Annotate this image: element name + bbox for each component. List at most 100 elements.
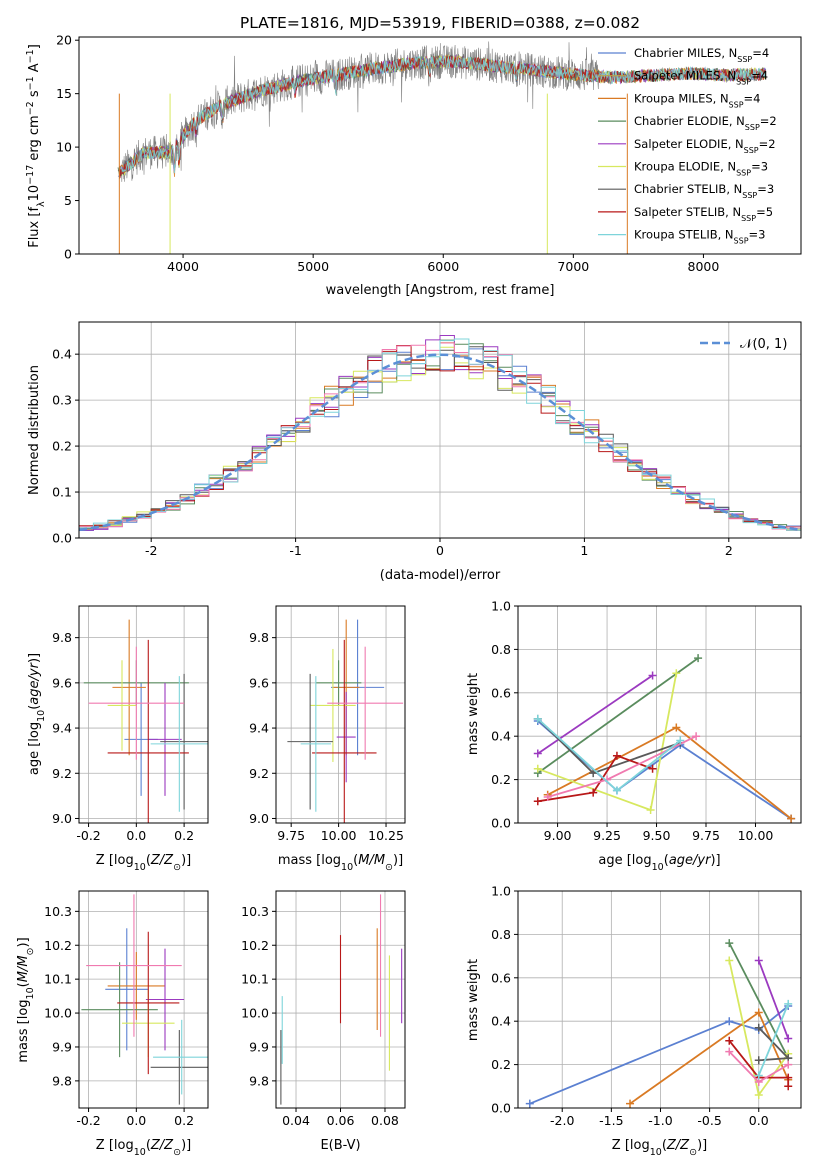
x-tick-label: 9.25: [593, 828, 621, 843]
label-part: λ: [36, 201, 47, 207]
series-marker: [626, 1099, 635, 1108]
series-marker: [533, 797, 542, 806]
label-part: 10: [25, 987, 36, 999]
y-tick-label: 9.9: [52, 1039, 72, 1054]
label-part: )]: [710, 853, 720, 868]
label-part: wavelength [Angstrom, rest frame]: [326, 283, 555, 298]
y-tick-label: 0.2: [491, 1057, 511, 1072]
series-marker: [533, 714, 542, 723]
histogram-3: [79, 335, 801, 531]
series-line-8: [757, 1003, 790, 1076]
x-axis-label: (data-model)/error: [380, 568, 501, 583]
legend-nssp: =4: [744, 91, 761, 105]
axes-frame: [275, 605, 406, 824]
axes-frame: [78, 605, 209, 824]
x-tick-label: 0.0: [126, 828, 146, 843]
y-tick-label: 0.8: [491, 927, 511, 942]
label-part: )]: [393, 853, 403, 868]
axes-mass-age: 9.75 10.00 10.25 9.0 9.2 9.4 9.6 9.8 mass [log10…: [249, 605, 406, 873]
plot-area-z-age: [79, 606, 208, 823]
series-marker: [694, 654, 703, 663]
x-tick-label: 7000: [557, 259, 589, 274]
label-part: erg cm: [27, 115, 42, 164]
model-line-8: [120, 55, 766, 174]
label-part: (: [662, 1138, 667, 1153]
plot-area-age-massweight: [518, 606, 801, 823]
y-tick-label: 0.2: [52, 439, 72, 454]
x-tick-label: 10.00: [738, 828, 774, 843]
x-tick-label: 9.75: [692, 828, 720, 843]
label-part: ⊙: [173, 862, 181, 873]
y-tick-label: 9.9: [249, 1039, 269, 1054]
legend-nssp: =3: [749, 228, 766, 242]
x-tick-label: -0.2: [76, 828, 100, 843]
label-part: (: [146, 1138, 151, 1153]
plot-area-spectrum: [117, 41, 767, 254]
series-marker: [787, 814, 796, 823]
legend-entry-0: Chabrier MILES, NSSP=4: [634, 46, 769, 64]
axes-age-massweight: 9.00 9.25 9.50 9.75 10.00 0.0 0.2 0.4 0.6 0.8 1.0 a…: [466, 599, 802, 873]
series-marker: [672, 669, 681, 678]
y-tick-label: 15: [56, 86, 72, 101]
series-marker: [754, 1008, 763, 1017]
series-marker: [589, 788, 598, 797]
series-marker: [589, 769, 598, 778]
series-marker: [784, 1073, 793, 1082]
x-axis-label: Z [log10(Z/Z⊙)]: [612, 1138, 707, 1158]
label-part: ⊙: [385, 862, 393, 873]
x-tick-label: 5000: [297, 259, 329, 274]
y-tick-label: 0: [64, 247, 72, 262]
x-tick-label: 0.08: [371, 1113, 399, 1128]
label-part: 10: [341, 862, 353, 873]
series-marker: [533, 764, 542, 773]
legend-entry-1: Salpeter MILES, NSSP=4: [634, 69, 768, 87]
y-tick-label: 0.0: [52, 531, 72, 546]
series-marker: [754, 956, 763, 965]
label-part: 10: [134, 862, 146, 873]
x-tick-label: -1.5: [599, 1113, 623, 1128]
series-marker: [784, 1034, 793, 1043]
x-axis-label: age [log10(age/yr)]: [598, 853, 720, 873]
label-part: −1: [25, 76, 36, 90]
series-marker: [754, 1090, 763, 1099]
y-tick-label: 0.1: [52, 485, 72, 500]
y-tick-label: 0.4: [491, 1014, 511, 1029]
axes-z-mass: -0.2 0.0 0.29.89.910.010.110.210.3Z [log10…: [16, 890, 209, 1158]
y-axis-label: Normed distribution: [27, 365, 42, 495]
series-marker: [725, 956, 734, 965]
y-tick-label: 10.2: [44, 938, 72, 953]
series-line-3: [757, 960, 790, 1039]
series-line-5: [758, 1027, 791, 1062]
x-tick-label: 2: [725, 543, 733, 558]
y-tick-label: 9.0: [52, 811, 72, 826]
label-part: 10: [650, 1147, 662, 1158]
legend-nssp: =4: [752, 46, 769, 60]
series-line-6: [537, 754, 653, 803]
label-part: M/M: [16, 955, 31, 982]
y-tick-label: 10.3: [44, 904, 72, 919]
legend-sub: SSP: [744, 145, 759, 154]
x-tick-label: 0.2: [174, 1113, 194, 1128]
label-part: A: [27, 63, 42, 76]
x-tick-label: 10.00: [321, 828, 357, 843]
x-axis-label: Z [log10(Z/Z⊙)]: [96, 853, 191, 873]
y-tick-label: 10.3: [241, 904, 269, 919]
histogram-8: [79, 338, 801, 531]
series-marker: [648, 764, 657, 773]
y-tick-label: 9.6: [52, 675, 72, 690]
legend-sub: SSP: [741, 213, 756, 222]
y-tick-label: 10.2: [241, 938, 269, 953]
y-tick-label: 9.2: [249, 766, 269, 781]
label-part: age/yr: [669, 853, 712, 868]
label-part: Z/Z: [150, 853, 174, 868]
legend-name: Salpeter STELIB, N: [634, 205, 741, 219]
label-part: Z [log: [96, 853, 134, 868]
y-axis-label: mass [log10(M/M⊙)]: [16, 937, 36, 1062]
legend-name: Kroupa STELIB, N: [634, 228, 734, 242]
label-part: 10: [134, 1147, 146, 1158]
label-part: ⊙: [689, 1147, 697, 1158]
legend-entry-6: Chabrier STELIB, NSSP=3: [634, 182, 774, 200]
y-tick-label: 10.1: [241, 972, 269, 987]
x-tick-label: -1.0: [648, 1113, 672, 1128]
legend-name: Chabrier ELODIE, N: [634, 114, 745, 128]
